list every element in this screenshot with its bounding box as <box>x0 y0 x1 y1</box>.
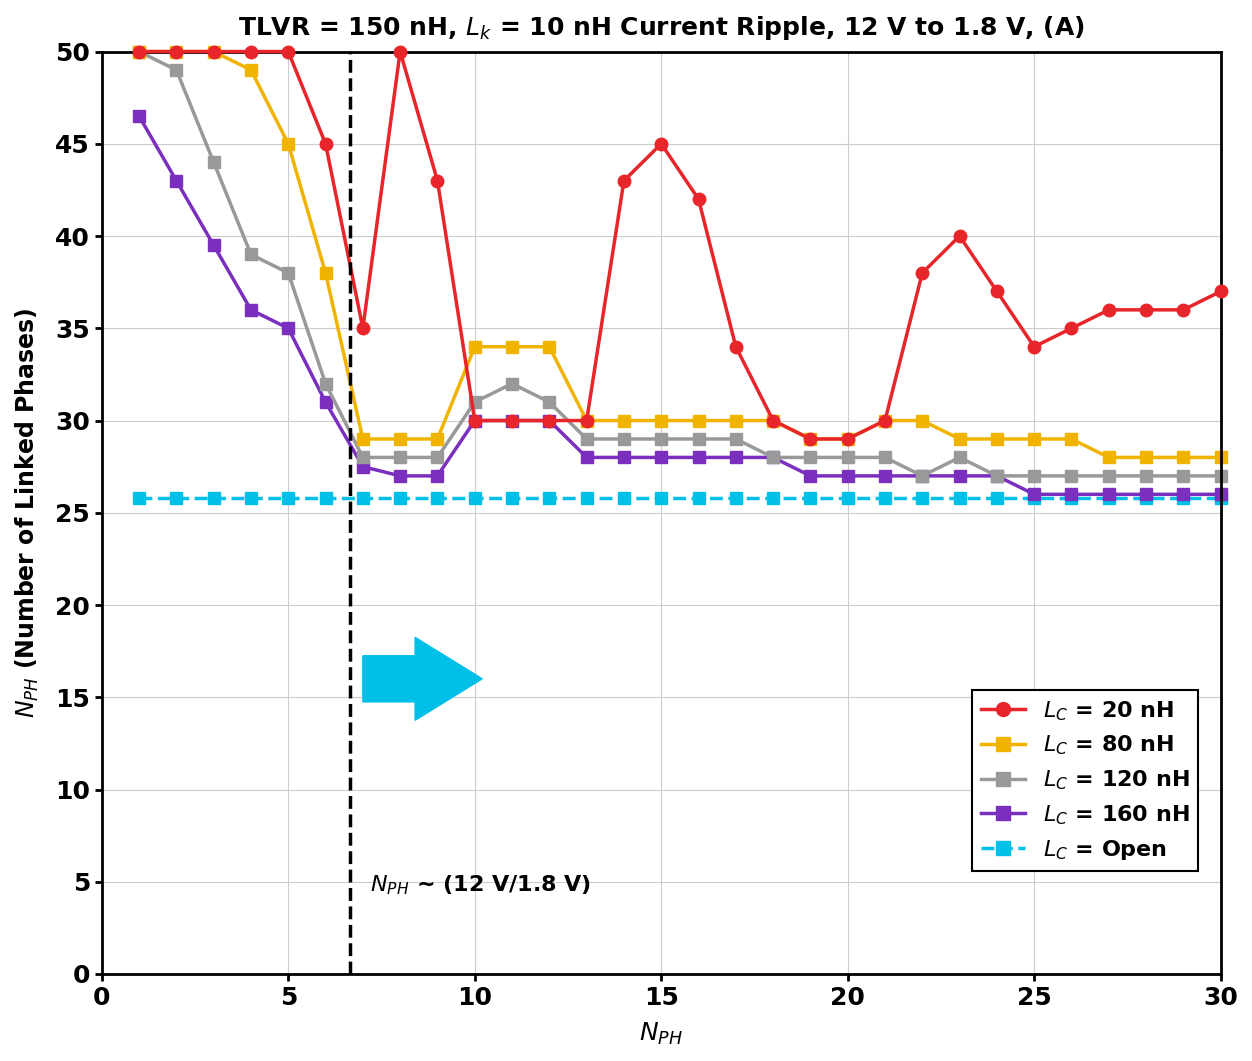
Text: $N_{PH}$ ~ (12 V/1.8 V): $N_{PH}$ ~ (12 V/1.8 V) <box>371 873 591 897</box>
FancyArrow shape <box>363 638 482 720</box>
X-axis label: $N_{PH}$: $N_{PH}$ <box>640 1021 684 1047</box>
Y-axis label: $N_{PH}$ (Number of Linked Phases): $N_{PH}$ (Number of Linked Phases) <box>14 308 41 718</box>
Legend: $L_C$ = 20 nH, $L_C$ = 80 nH, $L_C$ = 120 nH, $L_C$ = 160 nH, $L_C$ = Open: $L_C$ = 20 nH, $L_C$ = 80 nH, $L_C$ = 12… <box>972 690 1198 871</box>
Title: TLVR = 150 nH, $L_k$ = 10 nH Current Ripple, 12 V to 1.8 V, (A): TLVR = 150 nH, $L_k$ = 10 nH Current Rip… <box>238 14 1084 41</box>
